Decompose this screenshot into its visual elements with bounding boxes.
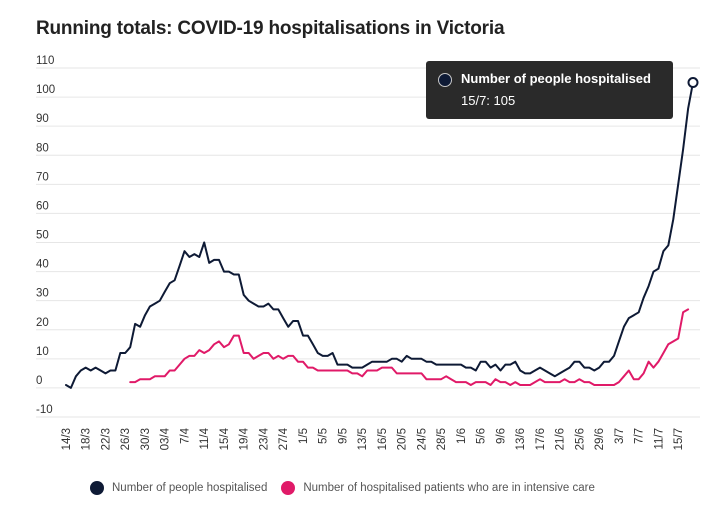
- chart-title: Running totals: COVID-19 hospitalisation…: [36, 18, 505, 39]
- x-tick-label: 17/6: [535, 428, 547, 450]
- x-tick-label: 11/7: [653, 428, 665, 450]
- x-tick-label: 21/6: [555, 428, 567, 450]
- x-tick-label: 19/4: [239, 427, 251, 450]
- hover-marker: [687, 77, 699, 89]
- tooltip-value: 15/7: 105: [461, 93, 516, 108]
- series-lines: [65, 81, 694, 389]
- x-axis-ticks: 14/3 18/3 22/3 26/3 30/3 03/4 7/4 11/4 15/4 19/4 2…: [61, 427, 685, 450]
- x-tick-label: 25/6: [574, 428, 586, 450]
- x-tick-label: 1/6: [456, 428, 468, 444]
- x-tick-label: 22/3: [100, 428, 112, 450]
- x-tick-label: 28/5: [436, 428, 448, 450]
- tooltip: Number of people hospitalised 15/7: 105: [426, 61, 673, 119]
- x-tick-label: 24/5: [416, 428, 428, 450]
- y-tick-label: 110: [36, 55, 54, 67]
- legend-label-hospitalised: Number of people hospitalised: [112, 482, 268, 494]
- x-tick-label: 5/6: [476, 428, 488, 444]
- legend-label-intensive-care: Number of hospitalised patients who are …: [303, 482, 595, 494]
- hover-point-marker: [687, 77, 699, 89]
- x-tick-label: 1/5: [298, 428, 310, 444]
- x-tick-label: 30/3: [140, 428, 152, 450]
- x-tick-label: 15/4: [219, 427, 231, 450]
- x-tick-label: 20/5: [397, 428, 409, 450]
- x-tick-label: 7/4: [179, 427, 191, 444]
- y-tick-label: 40: [36, 259, 49, 271]
- y-tick-label: 100: [36, 84, 55, 96]
- x-tick-label: 13/6: [515, 428, 527, 450]
- legend-item-hospitalised[interactable]: Number of people hospitalised: [90, 481, 267, 495]
- tooltip-series-name: Number of people hospitalised: [461, 71, 651, 86]
- x-tick-label: 3/7: [614, 428, 626, 444]
- series-line-intensive-care: [129, 308, 690, 386]
- y-tick-label: -10: [36, 404, 53, 416]
- legend-item-intensive-care[interactable]: Number of hospitalised patients who are …: [281, 481, 595, 495]
- x-tick-label: 13/5: [357, 428, 369, 450]
- y-tick-label: 30: [36, 288, 49, 300]
- y-tick-label: 10: [36, 346, 49, 358]
- x-tick-label: 03/4: [160, 427, 172, 450]
- y-tick-label: 50: [36, 230, 49, 242]
- x-tick-label: 23/4: [258, 427, 270, 450]
- tooltip-series-dot: [438, 73, 452, 87]
- x-tick-label: 7/7: [634, 428, 646, 444]
- series-line-hospitalised: [65, 81, 694, 389]
- y-tick-label: 60: [36, 200, 49, 212]
- x-tick-label: 18/3: [81, 428, 93, 450]
- x-tick-label: 27/4: [278, 427, 290, 450]
- x-tick-label: 16/5: [377, 428, 389, 450]
- y-tick-label: 0: [36, 375, 42, 387]
- y-tick-label: 70: [36, 171, 49, 183]
- x-tick-label: 9/6: [495, 428, 507, 444]
- legend: Number of people hospitalised Number of …: [90, 481, 595, 495]
- x-tick-label: 14/3: [61, 428, 73, 450]
- x-tick-label: 11/4: [199, 427, 211, 449]
- y-tick-label: 20: [36, 317, 49, 329]
- y-tick-label: 90: [36, 113, 49, 125]
- x-tick-label: 29/6: [594, 428, 606, 450]
- x-tick-label: 5/5: [318, 428, 330, 444]
- x-tick-label: 15/7: [673, 428, 685, 450]
- legend-marker-hospitalised: [90, 481, 104, 495]
- gridlines: [36, 67, 700, 418]
- legend-marker-intensive-care: [281, 481, 296, 495]
- x-tick-label: 9/5: [337, 428, 349, 444]
- y-tick-label: 80: [36, 142, 49, 154]
- x-tick-label: 26/3: [120, 428, 132, 450]
